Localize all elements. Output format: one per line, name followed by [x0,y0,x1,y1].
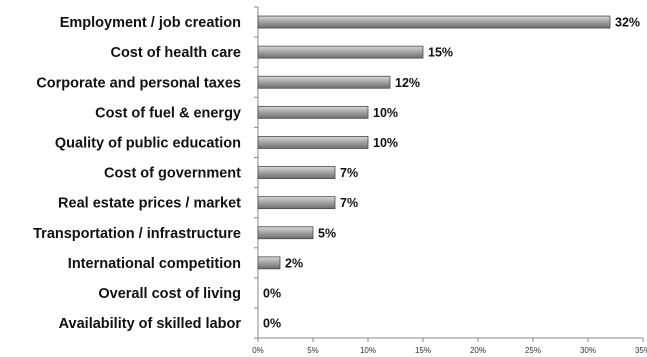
data-label: 0% [263,286,281,300]
x-tick-label: 0% [252,346,264,355]
x-tick-label: 5% [307,346,319,355]
data-label: 15% [428,46,453,60]
data-label: 7% [340,196,358,210]
bar [257,45,424,59]
data-label: 12% [395,76,420,90]
category-label: Availability of skilled labor [59,316,242,332]
bar [257,15,611,29]
bar [257,166,336,179]
x-tick-label: 10% [360,346,376,355]
data-label: 2% [285,256,303,270]
data-label: 5% [318,226,336,240]
x-tick-label: 30% [580,346,596,355]
data-label: 32% [615,16,640,30]
data-label: 7% [340,166,358,180]
category-label: Quality of public education [55,135,241,151]
category-label: International competition [68,256,241,272]
plot-area: Employment / job creation 32% Cost of heal… [33,6,647,355]
data-label: 10% [373,106,398,120]
x-tick-label: 15% [415,346,431,355]
category-label: Corporate and personal taxes [36,75,241,91]
bar [257,256,281,270]
x-tick-label: 20% [470,346,486,355]
category-label: Cost of fuel & energy [95,105,241,121]
x-tick-label: 25% [525,346,541,355]
category-label: Transportation / infrastructure [33,226,241,242]
category-label: Cost of government [104,166,241,182]
category-label: Overall cost of living [98,286,241,302]
bar [257,136,369,149]
data-label: 10% [373,136,398,150]
data-label: 0% [263,317,281,331]
bar [257,226,314,240]
x-tick-label: 35% [635,346,647,355]
bar [257,196,336,210]
category-label: Real estate prices / market [58,196,241,212]
bar [257,105,369,119]
category-label: Employment / job creation [60,15,241,31]
category-label: Cost of health care [110,45,241,61]
bar [257,75,391,89]
